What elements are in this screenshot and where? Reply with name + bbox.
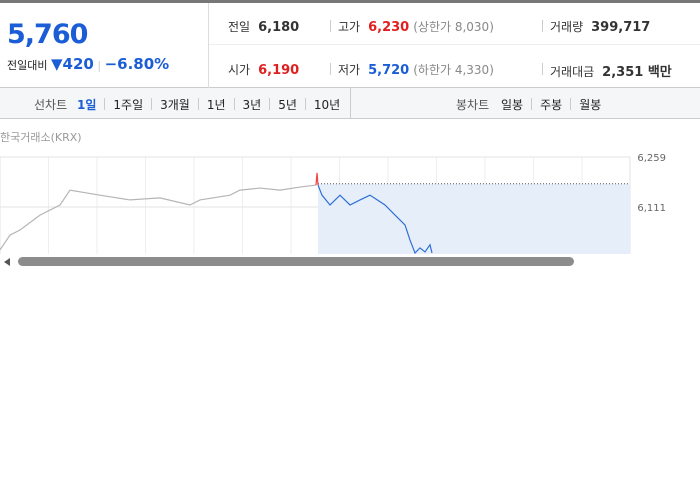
- tab[interactable]: 3개월: [160, 98, 190, 112]
- info-value: 6,230: [368, 20, 410, 35]
- info-value: 5,720: [368, 63, 410, 78]
- info-value: 399,717: [591, 20, 651, 35]
- info-label: 거래량: [550, 20, 584, 34]
- info-label: 전일: [228, 20, 251, 34]
- tab-divider: [350, 88, 351, 118]
- info-value: 6,180: [258, 20, 300, 35]
- info-label: 저가: [338, 63, 361, 77]
- divider: |: [97, 59, 102, 72]
- y-tick-label: 6,111: [637, 203, 666, 214]
- tab[interactable]: 10년: [313, 98, 341, 112]
- change-value: 420: [62, 55, 94, 73]
- price-line: [315, 172, 319, 186]
- tab-label: 선차트: [34, 98, 68, 112]
- tab[interactable]: 5년: [278, 98, 297, 112]
- tab[interactable]: 일봉: [501, 98, 524, 112]
- row-divider: [209, 44, 700, 45]
- scroll-thumb[interactable]: [18, 257, 574, 266]
- info-label: 고가: [338, 20, 361, 34]
- tab-sep: [269, 98, 271, 110]
- info-value: 6,190: [258, 63, 300, 78]
- tab-sep: [531, 98, 533, 110]
- price-box: 5,760 전일대비 ▼420 | −6.80%: [0, 3, 209, 88]
- tab-label: 봉차트: [456, 98, 490, 112]
- info-cell: 거래대금 2,351 백만: [550, 61, 672, 80]
- change-rate: −6.80%: [104, 55, 170, 73]
- tab-sep: [151, 98, 153, 110]
- y-tick-label: 5,963: [637, 253, 666, 264]
- quote-panel: 5,760 전일대비 ▼420 | −6.80% 전일 6,180 고가 6,230(…: [0, 0, 700, 88]
- tab-sep: [197, 98, 199, 110]
- info-cell: 전일 6,180: [228, 18, 299, 35]
- tab-bar: 선차트 1일 1주일 3개월 1년 3년 5년 10년 봉차트 일봉 주봉 월봉: [0, 88, 700, 119]
- chart-source: 한국거래소(KRX): [0, 131, 82, 144]
- change-label: 전일대비: [7, 59, 48, 72]
- tab[interactable]: 1일: [77, 98, 97, 112]
- tab-sep: [304, 98, 306, 110]
- tab-sep: [233, 98, 235, 110]
- change: 전일대비 ▼420 | −6.80%: [7, 55, 169, 73]
- info-note: (하한가 4,330): [413, 63, 494, 77]
- tab[interactable]: 1주일: [113, 98, 144, 112]
- y-tick-label: 6,259: [637, 153, 666, 164]
- price-line: [0, 184, 317, 251]
- scroll-left: [4, 258, 10, 266]
- tab[interactable]: 월봉: [579, 98, 602, 112]
- tab[interactable]: 1년: [206, 98, 226, 112]
- info-cell: 시가 6,190: [228, 61, 299, 78]
- info-cell: 거래량 399,717: [550, 18, 650, 35]
- tab-sep: [570, 98, 572, 110]
- plot: 6,259 6,111 5,963: [0, 153, 666, 264]
- info-note: (상한가 8,030): [413, 20, 494, 34]
- tab-sep: [104, 98, 106, 110]
- below-ref-area: [318, 183, 630, 254]
- cell-divider: [542, 63, 543, 75]
- tab[interactable]: 주봉: [540, 98, 563, 112]
- cell-divider: [330, 63, 331, 75]
- price: 5,760: [7, 19, 88, 50]
- cell-divider: [542, 20, 543, 32]
- info-label: 거래대금: [550, 65, 595, 79]
- down-icon: ▼: [50, 55, 63, 73]
- price-line: [317, 184, 433, 254]
- info-label: 시가: [228, 63, 251, 77]
- info-cell: 고가 6,230 (상한가 8,030): [338, 18, 494, 35]
- info-value: 2,351 백만: [602, 65, 672, 80]
- info-cell: 저가 5,720 (하한가 4,330): [338, 61, 494, 78]
- cell-divider: [330, 20, 331, 32]
- tab[interactable]: 3년: [242, 98, 262, 112]
